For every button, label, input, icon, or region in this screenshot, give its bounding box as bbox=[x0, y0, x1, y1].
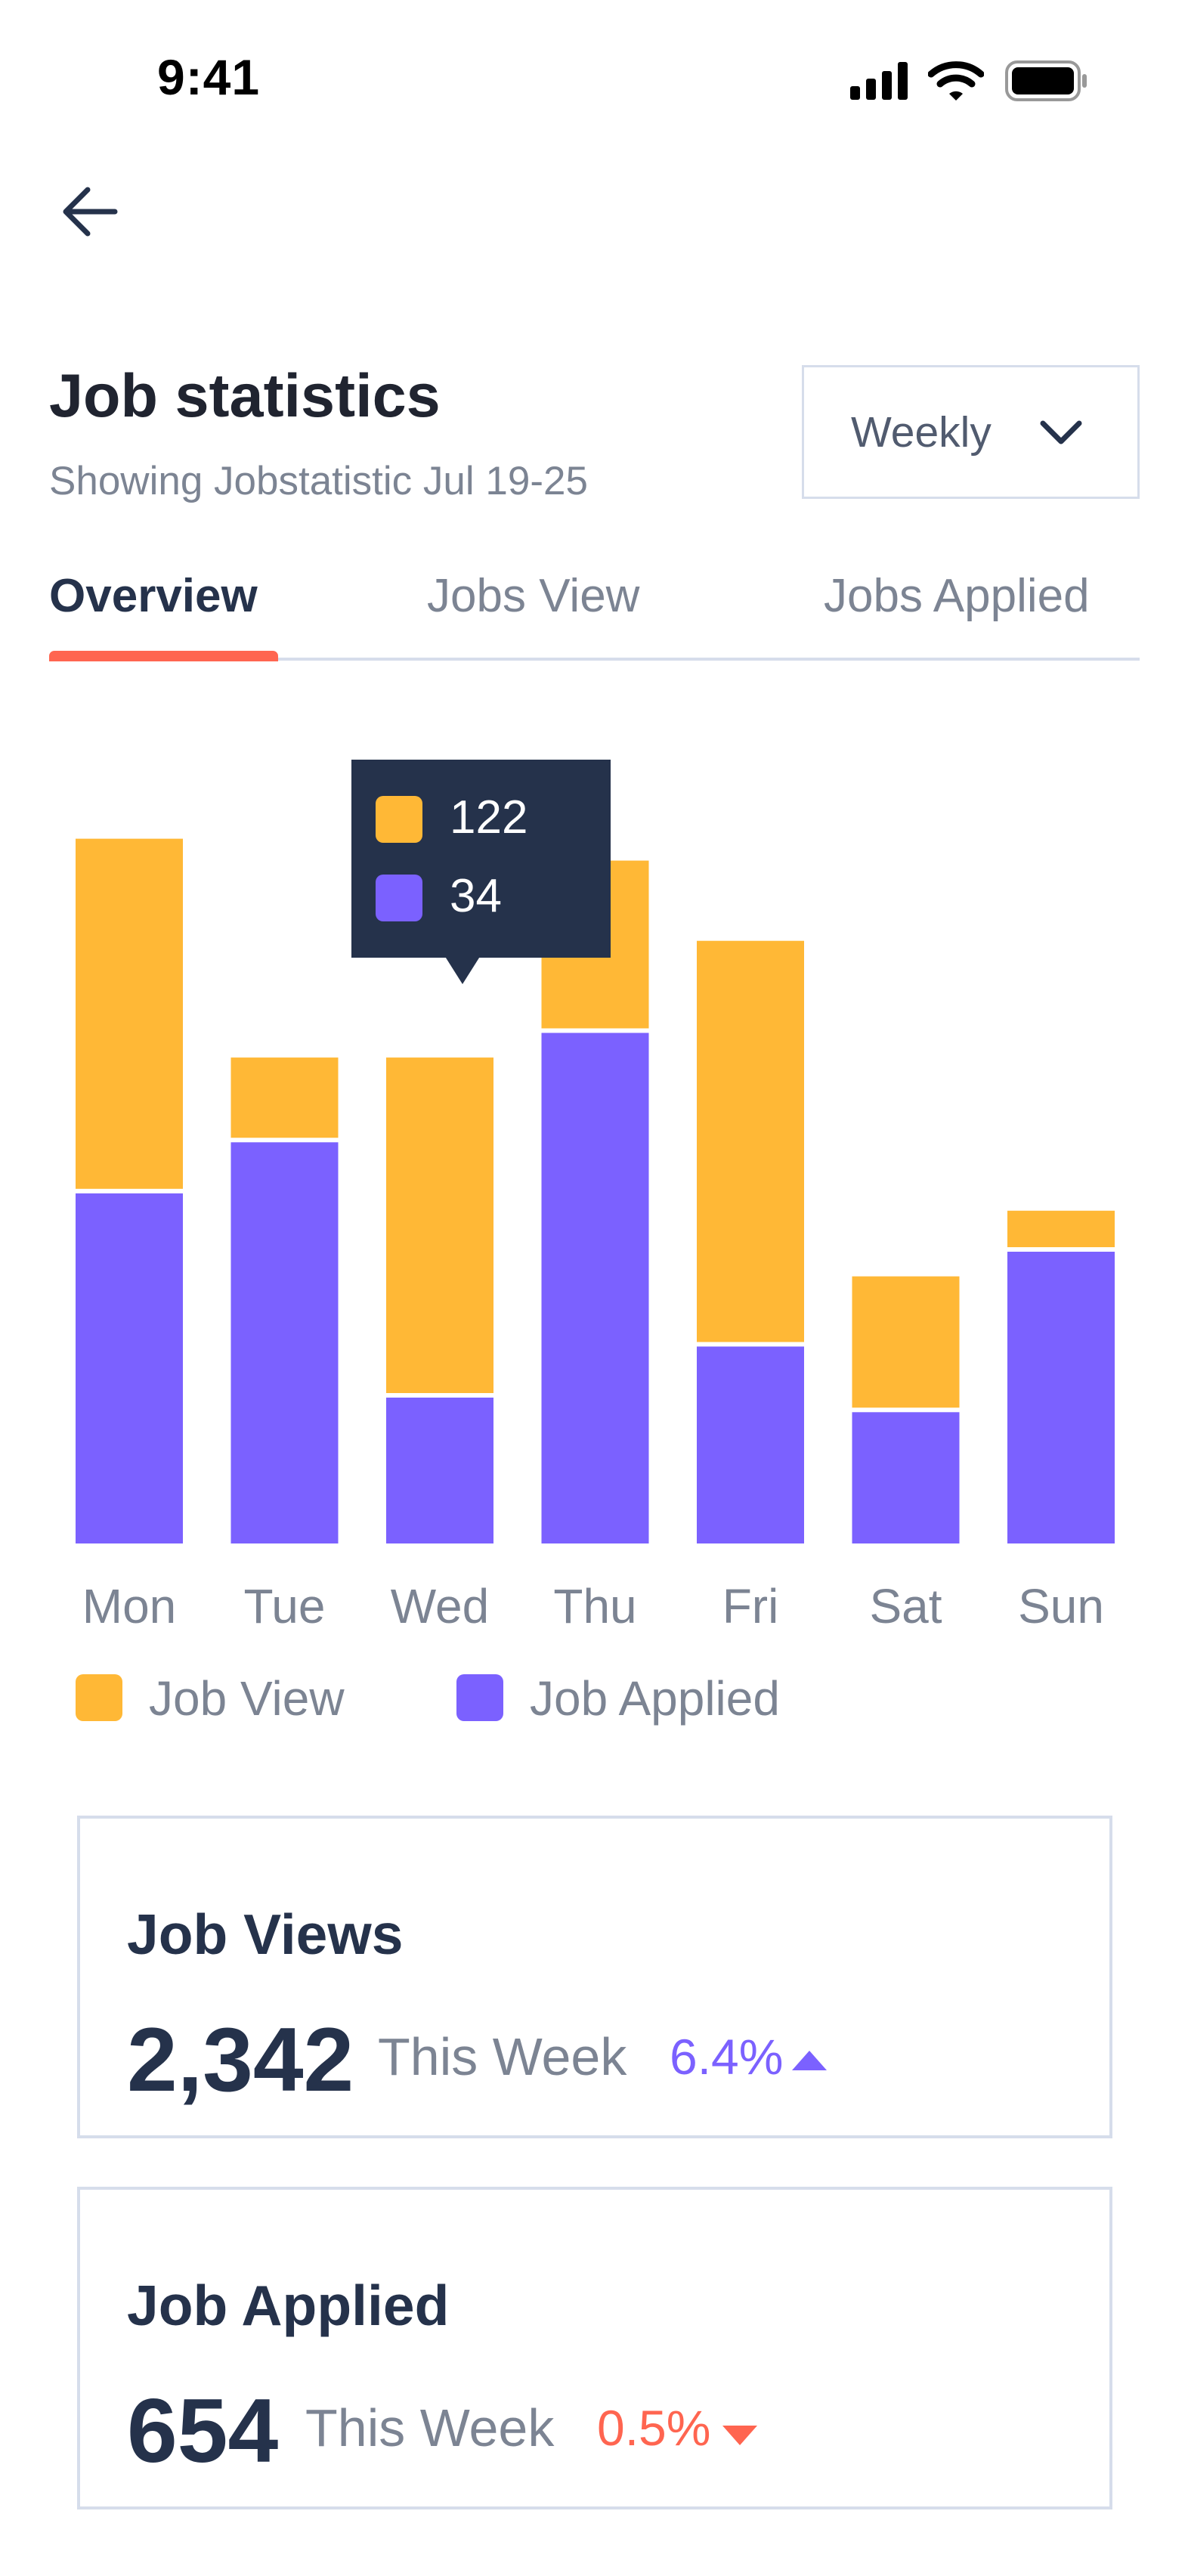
bar-job-view-fri[interactable] bbox=[697, 940, 804, 1342]
bar-job-applied-sat[interactable] bbox=[852, 1412, 960, 1543]
stat-title: Job Applied bbox=[127, 2274, 450, 2337]
period-dropdown-label: Weekly bbox=[851, 407, 992, 457]
bar-job-view-tue[interactable] bbox=[230, 1057, 339, 1138]
legend-swatch-job-applied bbox=[456, 1674, 503, 1721]
x-tick-label-sat: Sat bbox=[869, 1579, 942, 1633]
tab-jobs-applied[interactable]: Jobs Applied bbox=[824, 570, 1090, 622]
bar-job-applied-sun[interactable] bbox=[1007, 1252, 1115, 1543]
legend-swatch-job-view bbox=[76, 1674, 122, 1721]
tooltip-swatch-job-view bbox=[376, 796, 422, 843]
stat-card-job-applied[interactable]: Job Applied 654 This Week 0.5% bbox=[77, 2187, 1112, 2509]
wifi-icon bbox=[928, 61, 984, 101]
bar-job-applied-thu[interactable] bbox=[541, 1033, 649, 1544]
tooltip-value-job-applied: 34 bbox=[450, 870, 502, 922]
chevron-down-icon bbox=[1040, 420, 1082, 444]
tooltip-pointer bbox=[444, 955, 481, 984]
tab-jobs-view[interactable]: Jobs View bbox=[427, 570, 640, 622]
bar-job-applied-tue[interactable] bbox=[230, 1142, 339, 1543]
bar-job-view-sun[interactable] bbox=[1007, 1210, 1115, 1247]
trend-down-icon bbox=[722, 2426, 757, 2445]
tooltip-value-job-view: 122 bbox=[450, 791, 528, 844]
tab-divider bbox=[49, 658, 1140, 661]
stat-value: 654 bbox=[127, 2380, 279, 2482]
period-dropdown[interactable]: Weekly bbox=[802, 365, 1140, 499]
legend-label-job-applied: Job Applied bbox=[530, 1671, 780, 1726]
bar-job-view-wed[interactable] bbox=[386, 1057, 493, 1393]
tooltip-swatch-job-applied bbox=[376, 875, 422, 921]
battery-icon bbox=[1005, 60, 1087, 101]
x-tick-label-wed: Wed bbox=[390, 1579, 490, 1633]
stat-change: 6.4% bbox=[670, 2029, 784, 2085]
tab-active-indicator bbox=[49, 651, 278, 661]
signal-icon bbox=[850, 62, 908, 100]
tab-overview[interactable]: Overview bbox=[49, 570, 258, 622]
page-title: Job statistics bbox=[49, 362, 441, 430]
stat-value: 2,342 bbox=[127, 2009, 354, 2110]
stat-title: Job Views bbox=[127, 1903, 404, 1966]
trend-up-icon bbox=[792, 2051, 827, 2070]
bar-job-applied-wed[interactable] bbox=[386, 1398, 493, 1543]
stat-period: This Week bbox=[378, 2027, 627, 2086]
status-time: 9:41 bbox=[157, 49, 261, 105]
legend-label-job-view: Job View bbox=[149, 1671, 345, 1726]
x-tick-label-thu: Thu bbox=[553, 1579, 637, 1633]
x-tick-label-mon: Mon bbox=[82, 1579, 177, 1633]
stat-period: This Week bbox=[305, 2398, 555, 2457]
stat-card-job-views[interactable]: Job Views 2,342 This Week 6.4% bbox=[77, 1816, 1112, 2138]
x-tick-label-fri: Fri bbox=[722, 1579, 779, 1633]
x-tick-label-tue: Tue bbox=[243, 1579, 326, 1633]
bar-job-applied-fri[interactable] bbox=[697, 1346, 804, 1543]
bar-job-view-mon[interactable] bbox=[76, 838, 183, 1189]
stat-change: 0.5% bbox=[597, 2400, 711, 2456]
back-arrow-icon[interactable] bbox=[60, 185, 118, 238]
bar-job-view-sat[interactable] bbox=[852, 1276, 960, 1408]
bar-job-applied-mon[interactable] bbox=[76, 1193, 183, 1543]
x-tick-label-sun: Sun bbox=[1018, 1579, 1104, 1633]
page-subtitle: Showing Jobstatistic Jul 19-25 bbox=[49, 459, 588, 503]
chart-tooltip: 122 34 bbox=[351, 760, 611, 958]
